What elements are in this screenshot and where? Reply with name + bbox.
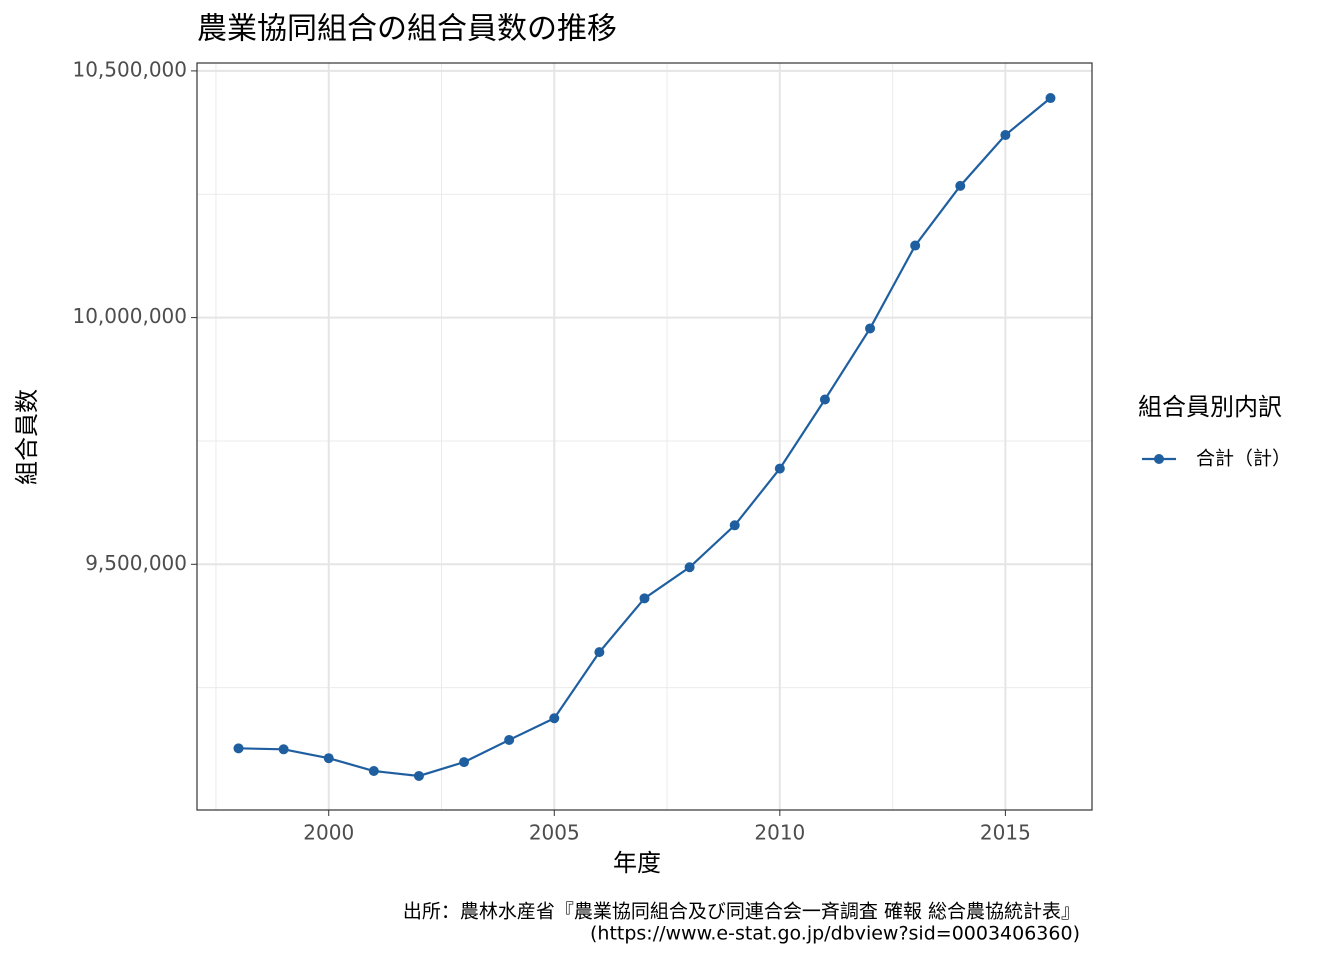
point	[1045, 93, 1056, 104]
point	[278, 744, 289, 755]
chart-title: 農業協同組合の組合員数の推移	[197, 12, 617, 47]
legend-title: 組合員別内訳	[1138, 393, 1282, 421]
x-axis-label: 年度	[613, 849, 661, 877]
point	[413, 770, 424, 781]
y-tick-label: 9,500,000	[85, 551, 187, 575]
caption: 出所：農林水産省『農業協同組合及び同連合会一斉調査 確報 総合農協統計表』	[403, 901, 1080, 923]
point	[955, 180, 966, 191]
point	[549, 713, 560, 724]
point	[368, 766, 379, 777]
point	[1000, 130, 1011, 141]
x-tick-label: 2000	[303, 821, 354, 845]
point	[774, 463, 785, 474]
point	[684, 562, 695, 573]
point	[323, 753, 334, 764]
point	[910, 240, 921, 251]
y-tick-label: 10,000,000	[72, 304, 187, 328]
legend-label: 合計（計）	[1196, 448, 1291, 470]
caption: (https://www.e-stat.go.jp/dbview?sid=000…	[590, 923, 1080, 945]
y-tick-label: 10,500,000	[72, 57, 187, 81]
point	[639, 593, 650, 604]
x-tick-label: 2005	[529, 821, 580, 845]
point	[594, 647, 605, 658]
y-axis-label: 組合員数	[13, 389, 41, 485]
x-tick-label: 2015	[980, 821, 1031, 845]
point	[233, 743, 244, 754]
plot-border	[196, 62, 1093, 811]
point	[819, 394, 830, 405]
legend-point	[1154, 454, 1164, 464]
x-tick-label: 2010	[754, 821, 805, 845]
point	[729, 520, 740, 531]
point	[459, 757, 470, 768]
point	[865, 323, 876, 334]
point	[504, 734, 515, 745]
